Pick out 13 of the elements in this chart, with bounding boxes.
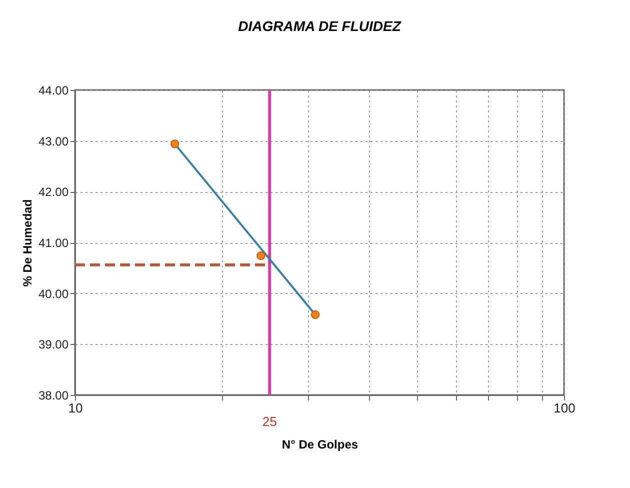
- ref-line-label: 25: [262, 414, 277, 429]
- chart-title: DIAGRAMA DE FLUIDEZ: [238, 18, 402, 34]
- y-tick-label: 38.00: [38, 388, 69, 402]
- x-tick-label: 10: [68, 400, 83, 416]
- y-tick-label: 39.00: [38, 338, 69, 352]
- y-tick-label: 43.00: [38, 134, 69, 148]
- y-axis-title: % De Humedad: [20, 199, 34, 287]
- y-tick-label: 42.00: [38, 185, 69, 200]
- y-tick-label: 40.00: [38, 286, 69, 301]
- x-axis-title: N° De Golpes: [282, 438, 358, 452]
- y-tick-label: 44.00: [38, 84, 69, 98]
- x-tick-label: 100: [554, 400, 576, 416]
- y-tick-label: 41.00: [38, 236, 69, 250]
